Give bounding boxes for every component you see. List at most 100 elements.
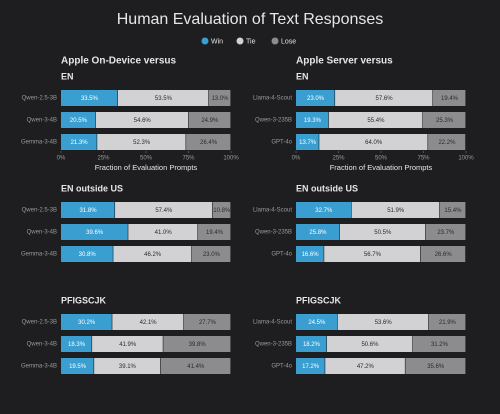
panel-subtitle: EN outside US	[296, 183, 358, 193]
value-label: 31.8%	[80, 208, 98, 214]
value-label: 19.5%	[69, 364, 87, 370]
x-tick-label: 50%	[140, 156, 153, 162]
value-label: 64.0%	[365, 140, 383, 146]
value-label: 56.7%	[364, 252, 382, 258]
bar-segment	[61, 90, 118, 106]
value-label: 39.6%	[86, 230, 104, 236]
value-label: 26.4%	[200, 140, 218, 146]
value-label: 52.3%	[133, 140, 151, 146]
category-label: Gemma-3-4B	[21, 252, 57, 258]
category-label: Qwen-3-235B	[255, 230, 292, 236]
bar-segment	[428, 314, 466, 330]
value-label: 22.2%	[438, 140, 456, 146]
category-label: Qwen-2.5-3B	[22, 320, 57, 326]
x-tick-label: 100%	[223, 156, 239, 162]
chart-title: Human Evaluation of Text Responses	[117, 11, 384, 28]
bar-segment	[296, 202, 351, 218]
value-label: 39.1%	[119, 364, 137, 370]
bar-segment	[61, 336, 92, 352]
bar-segment	[117, 90, 209, 106]
value-label: 21.3%	[71, 140, 89, 146]
bar-segment	[95, 112, 189, 128]
value-label: 51.9%	[387, 208, 405, 214]
panel-subtitle: PFIGSCJK	[296, 295, 342, 305]
value-label: 50.5%	[374, 230, 392, 236]
value-label: 26.6%	[435, 252, 453, 258]
category-label: Gemma-3-4B	[21, 364, 57, 370]
x-tick-label: 25%	[97, 156, 110, 162]
value-label: 41.4%	[187, 364, 205, 370]
value-label: 35.6%	[427, 364, 445, 370]
value-label: 19.4%	[206, 230, 224, 236]
bar-segment	[61, 112, 96, 128]
value-label: 16.6%	[302, 252, 320, 258]
bar-segment	[425, 224, 466, 240]
bar-segment	[61, 224, 128, 240]
bar-segment	[351, 202, 440, 218]
bar-segment	[115, 202, 213, 218]
value-label: 15.4%	[444, 208, 462, 214]
category-label: GPT-4o	[271, 252, 292, 258]
bar-segment	[319, 134, 428, 150]
value-label: 53.6%	[375, 320, 393, 326]
value-label: 25.8%	[309, 230, 327, 236]
column-title: Apple Server versus	[296, 56, 393, 67]
value-label: 39.8%	[189, 342, 207, 348]
bar-segment	[163, 336, 231, 352]
bar-segment	[296, 224, 340, 240]
category-label: Llama-4-Scout	[253, 208, 292, 214]
bar-segment	[112, 314, 184, 330]
bar-segment	[296, 246, 324, 262]
bar-segment	[128, 224, 198, 240]
legend-swatch	[271, 37, 279, 45]
value-label: 13.0%	[211, 96, 229, 102]
value-label: 32.7%	[315, 208, 333, 214]
bar-segment	[92, 336, 163, 352]
value-label: 47.2%	[357, 364, 375, 370]
value-label: 25.3%	[436, 118, 454, 124]
category-label: GPT-4o	[271, 140, 292, 146]
legend-label: Win	[211, 38, 223, 45]
x-tick-label: 75%	[417, 156, 430, 162]
bar-segment	[186, 134, 231, 150]
x-axis-label: Fraction of Evaluation Prompts	[330, 163, 433, 172]
value-label: 30.2%	[78, 320, 96, 326]
category-label: Qwen-3-4B	[27, 118, 57, 124]
value-label: 27.7%	[199, 320, 217, 326]
bar-segment	[296, 90, 335, 106]
panel-subtitle: EN outside US	[61, 183, 123, 193]
bar-segment	[97, 134, 186, 150]
panel-subtitle: EN	[296, 71, 309, 81]
x-tick-label: 25%	[332, 156, 345, 162]
bar-segment	[191, 246, 231, 262]
bar-segment	[208, 90, 231, 106]
x-tick-label: 75%	[182, 156, 195, 162]
bar-segment	[113, 246, 192, 262]
bar-segment	[428, 134, 466, 150]
category-label: Llama-4-Scout	[253, 96, 292, 102]
value-label: 23.0%	[307, 96, 325, 102]
category-label: Qwen-3-235B	[255, 118, 292, 124]
bar-segment	[160, 358, 231, 374]
category-label: Gemma-3-4B	[21, 140, 57, 146]
value-label: 57.6%	[376, 96, 394, 102]
bar-segment	[296, 314, 338, 330]
bar-segment	[337, 314, 429, 330]
bar-segment	[188, 112, 231, 128]
value-label: 41.0%	[155, 230, 173, 236]
value-label: 18.3%	[68, 342, 86, 348]
category-label: GPT-4o	[271, 364, 292, 370]
bar-segment	[198, 224, 231, 240]
value-label: 41.9%	[119, 342, 137, 348]
value-label: 55.4%	[367, 118, 385, 124]
bar-segment	[212, 202, 231, 218]
bar-segment	[412, 336, 466, 352]
legend-label: Lose	[281, 38, 296, 45]
bar-segment	[339, 224, 426, 240]
bar-segment	[326, 336, 413, 352]
legend-swatch	[201, 37, 209, 45]
category-label: Qwen-3-4B	[27, 342, 57, 348]
bar-segment	[325, 358, 405, 374]
x-tick-label: 50%	[375, 156, 388, 162]
